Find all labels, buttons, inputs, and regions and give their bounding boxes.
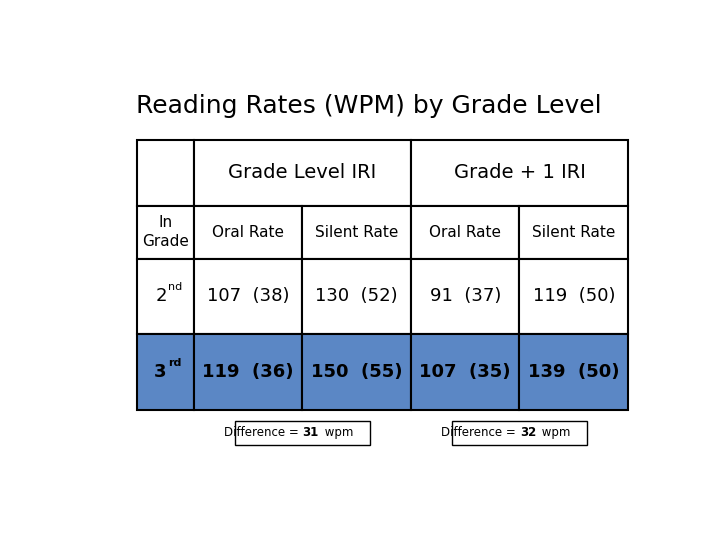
Bar bbox=[194, 206, 302, 259]
Text: 130  (52): 130 (52) bbox=[315, 287, 398, 306]
Text: rd: rd bbox=[168, 358, 181, 368]
Text: Oral Rate: Oral Rate bbox=[429, 225, 501, 240]
Text: 2: 2 bbox=[156, 287, 167, 306]
Text: 139  (50): 139 (50) bbox=[528, 363, 620, 381]
Text: Oral Rate: Oral Rate bbox=[212, 225, 284, 240]
Bar bbox=[138, 334, 194, 410]
Bar bbox=[194, 334, 302, 410]
Text: Grade Level IRI: Grade Level IRI bbox=[228, 163, 377, 183]
Bar bbox=[411, 334, 519, 410]
Text: wpm: wpm bbox=[321, 426, 354, 439]
Text: 107  (35): 107 (35) bbox=[420, 363, 511, 381]
Bar bbox=[138, 140, 194, 206]
Text: 3: 3 bbox=[154, 363, 167, 381]
Text: 107  (38): 107 (38) bbox=[207, 287, 289, 306]
Text: 119  (50): 119 (50) bbox=[533, 287, 615, 306]
Text: nd: nd bbox=[168, 282, 182, 292]
Bar bbox=[302, 206, 411, 259]
Text: Reading Rates (WPM) by Grade Level: Reading Rates (WPM) by Grade Level bbox=[136, 94, 602, 118]
Text: wpm: wpm bbox=[538, 426, 570, 439]
Text: 32: 32 bbox=[520, 426, 536, 439]
Bar bbox=[138, 259, 194, 334]
Text: 91  (37): 91 (37) bbox=[430, 287, 501, 306]
Bar bbox=[411, 140, 629, 206]
Text: Silent Rate: Silent Rate bbox=[532, 225, 616, 240]
Bar bbox=[302, 259, 411, 334]
Text: Silent Rate: Silent Rate bbox=[315, 225, 398, 240]
Bar bbox=[194, 140, 411, 206]
Text: 150  (55): 150 (55) bbox=[311, 363, 402, 381]
Text: Difference =: Difference = bbox=[441, 426, 520, 439]
Bar bbox=[452, 421, 587, 445]
Text: Grade + 1 IRI: Grade + 1 IRI bbox=[454, 163, 585, 183]
Bar bbox=[411, 206, 519, 259]
Text: Difference =: Difference = bbox=[224, 426, 302, 439]
Text: In
Grade: In Grade bbox=[143, 215, 189, 249]
Text: 31: 31 bbox=[302, 426, 319, 439]
Bar bbox=[138, 206, 194, 259]
Bar bbox=[519, 206, 629, 259]
Bar bbox=[519, 259, 629, 334]
Bar bbox=[235, 421, 369, 445]
Text: 119  (36): 119 (36) bbox=[202, 363, 294, 381]
Bar bbox=[411, 259, 519, 334]
Bar bbox=[194, 259, 302, 334]
Bar bbox=[519, 334, 629, 410]
Bar bbox=[302, 334, 411, 410]
